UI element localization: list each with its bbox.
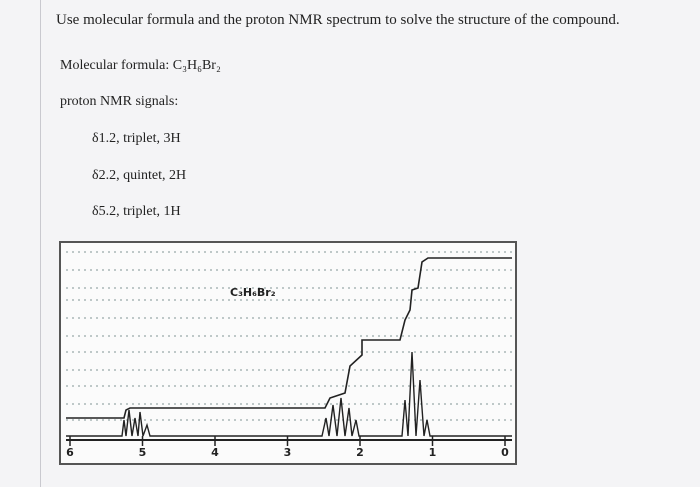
signal: δ1.2, triplet, 3H: [92, 131, 181, 146]
molecular-formula: Molecular formula: C₃H₆Br₂: [60, 58, 221, 73]
question: Use molecular formula and the proton NMR…: [56, 12, 620, 28]
signals-heading: proton NMR signals:: [60, 94, 179, 109]
integration-curve: [66, 257, 512, 419]
axis-label: 6: [66, 446, 74, 459]
signal: δ5.2, triplet, 1H: [92, 204, 181, 219]
grid: [66, 251, 512, 421]
axis-label: 1: [429, 446, 437, 459]
spectrum-label: C₃H₆Br₂: [230, 286, 276, 299]
axis-label: 4: [211, 446, 219, 459]
axis-label: 5: [139, 446, 147, 459]
signal: δ2.2, quintet, 2H: [92, 168, 187, 183]
axis-label: 0: [501, 446, 509, 459]
axis-label: 3: [284, 446, 292, 459]
spectrum-frame: [59, 241, 517, 465]
page-edge: [40, 0, 41, 487]
peaks: [66, 351, 512, 437]
axis-label: 2: [356, 446, 364, 459]
